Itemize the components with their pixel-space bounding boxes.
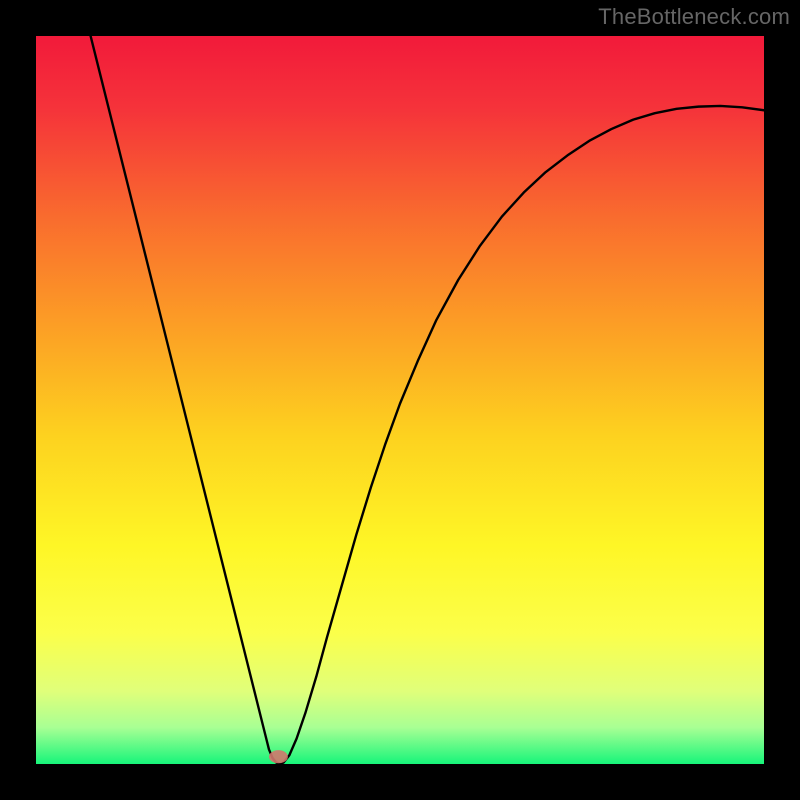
curve-minimum-marker	[269, 750, 288, 763]
chart-stage: TheBottleneck.com	[0, 0, 800, 800]
bottleneck-chart	[0, 0, 800, 800]
plot-background	[36, 36, 764, 764]
watermark-text: TheBottleneck.com	[598, 4, 790, 30]
